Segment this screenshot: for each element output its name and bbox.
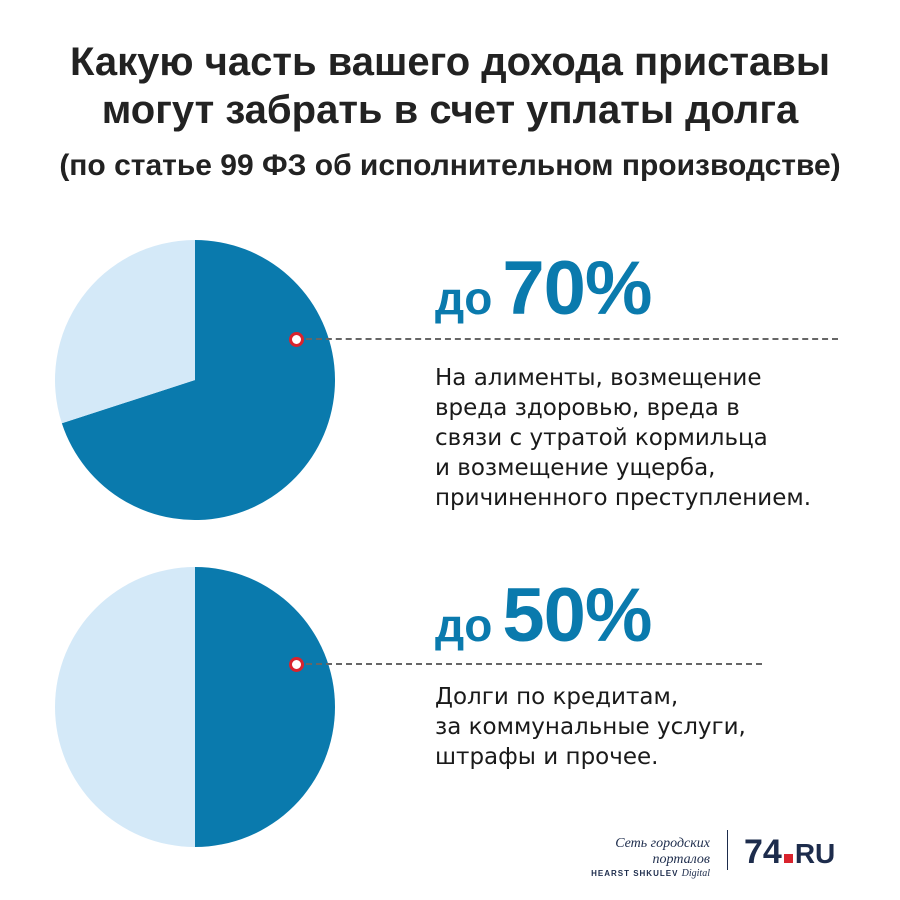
title-line-2: могут забрать в счет уплаты долга (101, 88, 799, 132)
pie-70-slice-share (61, 240, 335, 520)
footer-divider (727, 830, 728, 870)
network-logo: Сеть городских порталов HEARST SHKULEV D… (560, 836, 710, 880)
leader-line-70 (306, 338, 838, 340)
percent-prefix: до (435, 599, 493, 651)
page-subtitle: (по статье 99 ФЗ об исполнительном произ… (59, 149, 841, 182)
logo-number: 74 (744, 833, 782, 871)
pie-50-slice-rest (55, 567, 195, 847)
percent-prefix: до (435, 272, 493, 324)
percent-label-50: до 50% (435, 572, 652, 659)
title-line-1: Какую часть вашего дохода приставы (69, 40, 831, 84)
marker-dot-70 (289, 332, 304, 347)
marker-dot-50 (289, 657, 304, 672)
pie-70-slice-rest (55, 240, 195, 424)
logo-dot (783, 854, 793, 863)
pie-50-slice-share (195, 567, 335, 847)
leader-line-50 (306, 663, 762, 665)
description-line: штрафы и прочее. (435, 744, 659, 770)
description-line: Долги по кредитам, (435, 684, 679, 710)
description-50: Долги по кредитам, за коммунальные услуг… (435, 682, 746, 772)
network-sub-digital: Digital (681, 868, 710, 879)
description-line: причиненного преступлением. (435, 485, 812, 511)
pie-chart-70 (55, 240, 335, 520)
description-line: и возмещение ущерба, (435, 455, 716, 481)
site-logo: 74 RU (744, 833, 835, 873)
description-line: На алименты, возмещение (435, 365, 762, 391)
network-sub-brand: HEARST SHKULEV (591, 869, 679, 878)
description-line: связи с утратой кормильца (435, 425, 768, 451)
logo-domain: RU (794, 838, 836, 869)
page-title: Какую часть вашего дохода приставы могут… (0, 38, 900, 134)
network-sub: HEARST SHKULEV Digital (560, 868, 710, 880)
description-line: вреда здоровью, вреда в (435, 395, 740, 421)
percent-value: 70% (502, 246, 652, 331)
network-name: Сеть городских порталов (615, 836, 710, 867)
percent-value: 50% (502, 573, 652, 658)
pie-chart-50 (55, 567, 335, 847)
description-70: На алименты, возмещение вреда здоровью, … (435, 363, 811, 513)
description-line: за коммунальные услуги, (435, 714, 746, 740)
percent-label-70: до 70% (435, 245, 652, 332)
